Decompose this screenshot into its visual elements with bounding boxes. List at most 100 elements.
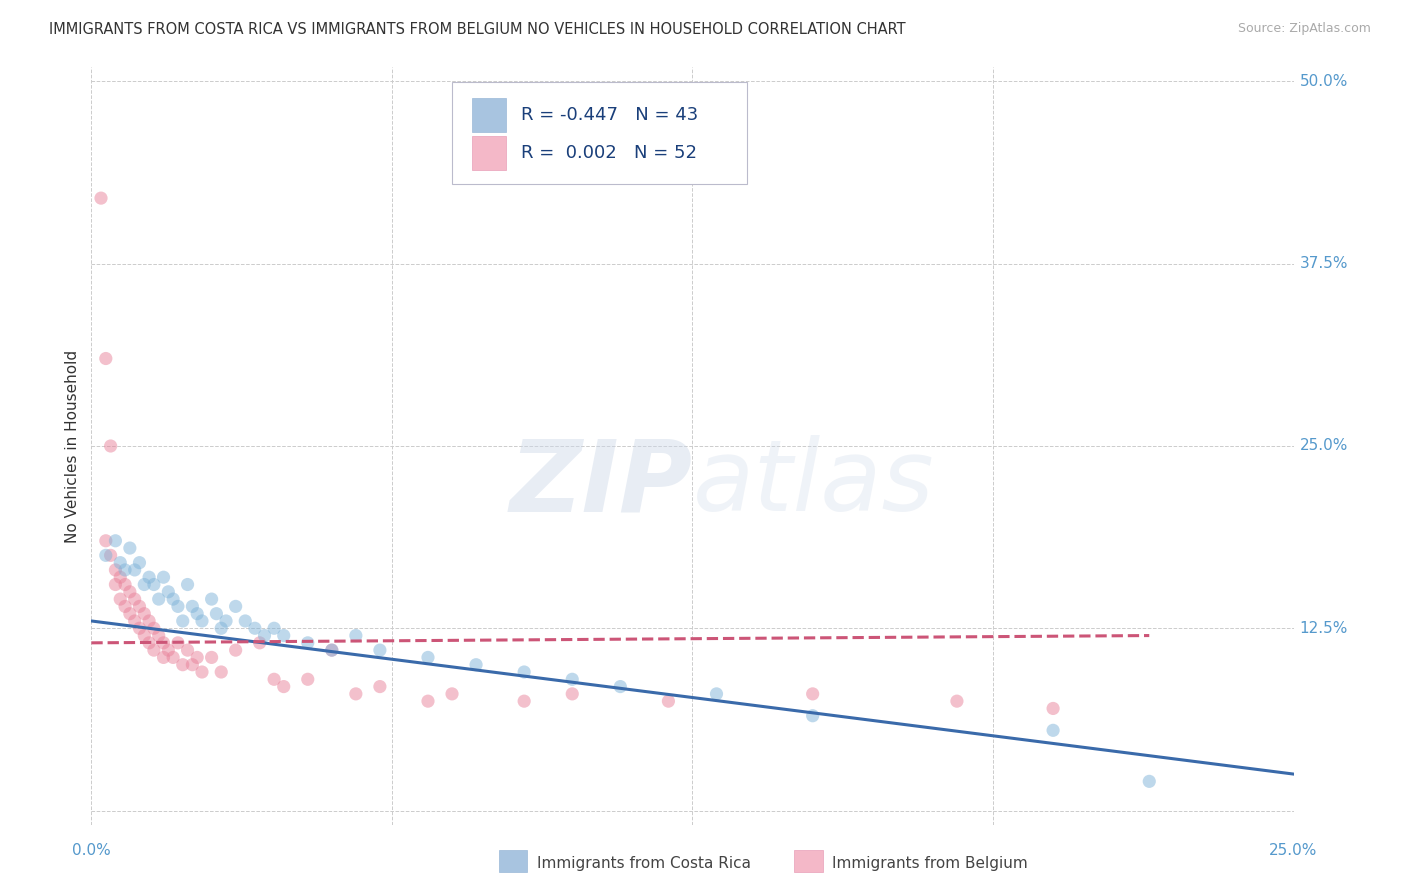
Point <box>205 607 228 621</box>
Text: R = -0.447   N = 43: R = -0.447 N = 43 <box>520 105 697 124</box>
Point <box>118 607 141 621</box>
Point <box>191 665 214 679</box>
Point <box>142 577 165 591</box>
Point <box>157 584 180 599</box>
Point <box>657 694 679 708</box>
Point <box>162 592 184 607</box>
Point <box>128 556 150 570</box>
Point <box>176 577 198 591</box>
Point <box>134 629 156 643</box>
Point <box>134 607 156 621</box>
Point <box>273 680 295 694</box>
Point <box>225 599 247 614</box>
Point <box>181 657 204 672</box>
Point <box>104 533 127 548</box>
Point <box>416 694 439 708</box>
Point <box>215 614 238 628</box>
Point <box>124 563 146 577</box>
Point <box>609 680 631 694</box>
Point <box>321 643 343 657</box>
Point <box>148 592 170 607</box>
Point <box>104 577 127 591</box>
Point <box>416 650 439 665</box>
Point <box>368 643 391 657</box>
Point <box>167 636 190 650</box>
Point <box>157 643 180 657</box>
Point <box>801 708 824 723</box>
Point <box>946 694 969 708</box>
Point <box>344 687 367 701</box>
Point <box>142 621 165 635</box>
Text: ZIP: ZIP <box>509 435 692 533</box>
Point <box>110 592 132 607</box>
Point <box>114 563 136 577</box>
Point <box>201 650 224 665</box>
Point <box>104 563 127 577</box>
Point <box>124 592 146 607</box>
Point <box>706 687 728 701</box>
Point <box>225 643 247 657</box>
Point <box>138 636 160 650</box>
Text: Immigrants from Costa Rica: Immigrants from Costa Rica <box>537 856 751 871</box>
Point <box>263 673 285 687</box>
Point <box>172 614 194 628</box>
Point <box>134 577 156 591</box>
Point <box>172 657 194 672</box>
Point <box>465 657 488 672</box>
Point <box>273 629 295 643</box>
Point <box>148 629 170 643</box>
Point <box>233 614 256 628</box>
Point <box>1137 774 1160 789</box>
Point <box>114 577 136 591</box>
Point <box>100 439 122 453</box>
Point <box>1042 701 1064 715</box>
Text: 25.0%: 25.0% <box>1299 439 1348 453</box>
Point <box>114 599 136 614</box>
Point <box>94 533 117 548</box>
Point <box>181 599 204 614</box>
Text: 12.5%: 12.5% <box>1299 621 1348 636</box>
Point <box>561 673 583 687</box>
Point <box>368 680 391 694</box>
Point <box>440 687 463 701</box>
Text: 37.5%: 37.5% <box>1299 256 1348 271</box>
Point <box>186 607 208 621</box>
Point <box>167 599 190 614</box>
Point <box>100 549 122 563</box>
Point <box>110 556 132 570</box>
Point <box>142 643 165 657</box>
Text: Source: ZipAtlas.com: Source: ZipAtlas.com <box>1237 22 1371 36</box>
Point <box>94 549 117 563</box>
Point <box>138 570 160 584</box>
Point <box>344 629 367 643</box>
Point <box>249 636 271 650</box>
FancyBboxPatch shape <box>472 136 506 169</box>
Point <box>128 599 150 614</box>
Point <box>128 621 150 635</box>
Point <box>243 621 266 635</box>
Point <box>94 351 117 366</box>
Point <box>1042 723 1064 738</box>
Y-axis label: No Vehicles in Household: No Vehicles in Household <box>65 350 80 542</box>
Point <box>253 629 276 643</box>
Point <box>138 614 160 628</box>
Point <box>209 621 232 635</box>
Point <box>110 570 132 584</box>
Text: 0.0%: 0.0% <box>72 843 111 857</box>
Point <box>801 687 824 701</box>
Point <box>209 665 232 679</box>
Point <box>90 191 112 205</box>
Point <box>176 643 198 657</box>
Text: IMMIGRANTS FROM COSTA RICA VS IMMIGRANTS FROM BELGIUM NO VEHICLES IN HOUSEHOLD C: IMMIGRANTS FROM COSTA RICA VS IMMIGRANTS… <box>49 22 905 37</box>
Point <box>118 541 141 555</box>
Point <box>124 614 146 628</box>
Point <box>152 650 174 665</box>
Text: 50.0%: 50.0% <box>1299 74 1348 89</box>
Point <box>263 621 285 635</box>
Point <box>513 665 536 679</box>
Point <box>297 673 319 687</box>
FancyBboxPatch shape <box>472 97 506 132</box>
Point <box>152 570 174 584</box>
Text: 25.0%: 25.0% <box>1270 843 1317 857</box>
Point <box>186 650 208 665</box>
